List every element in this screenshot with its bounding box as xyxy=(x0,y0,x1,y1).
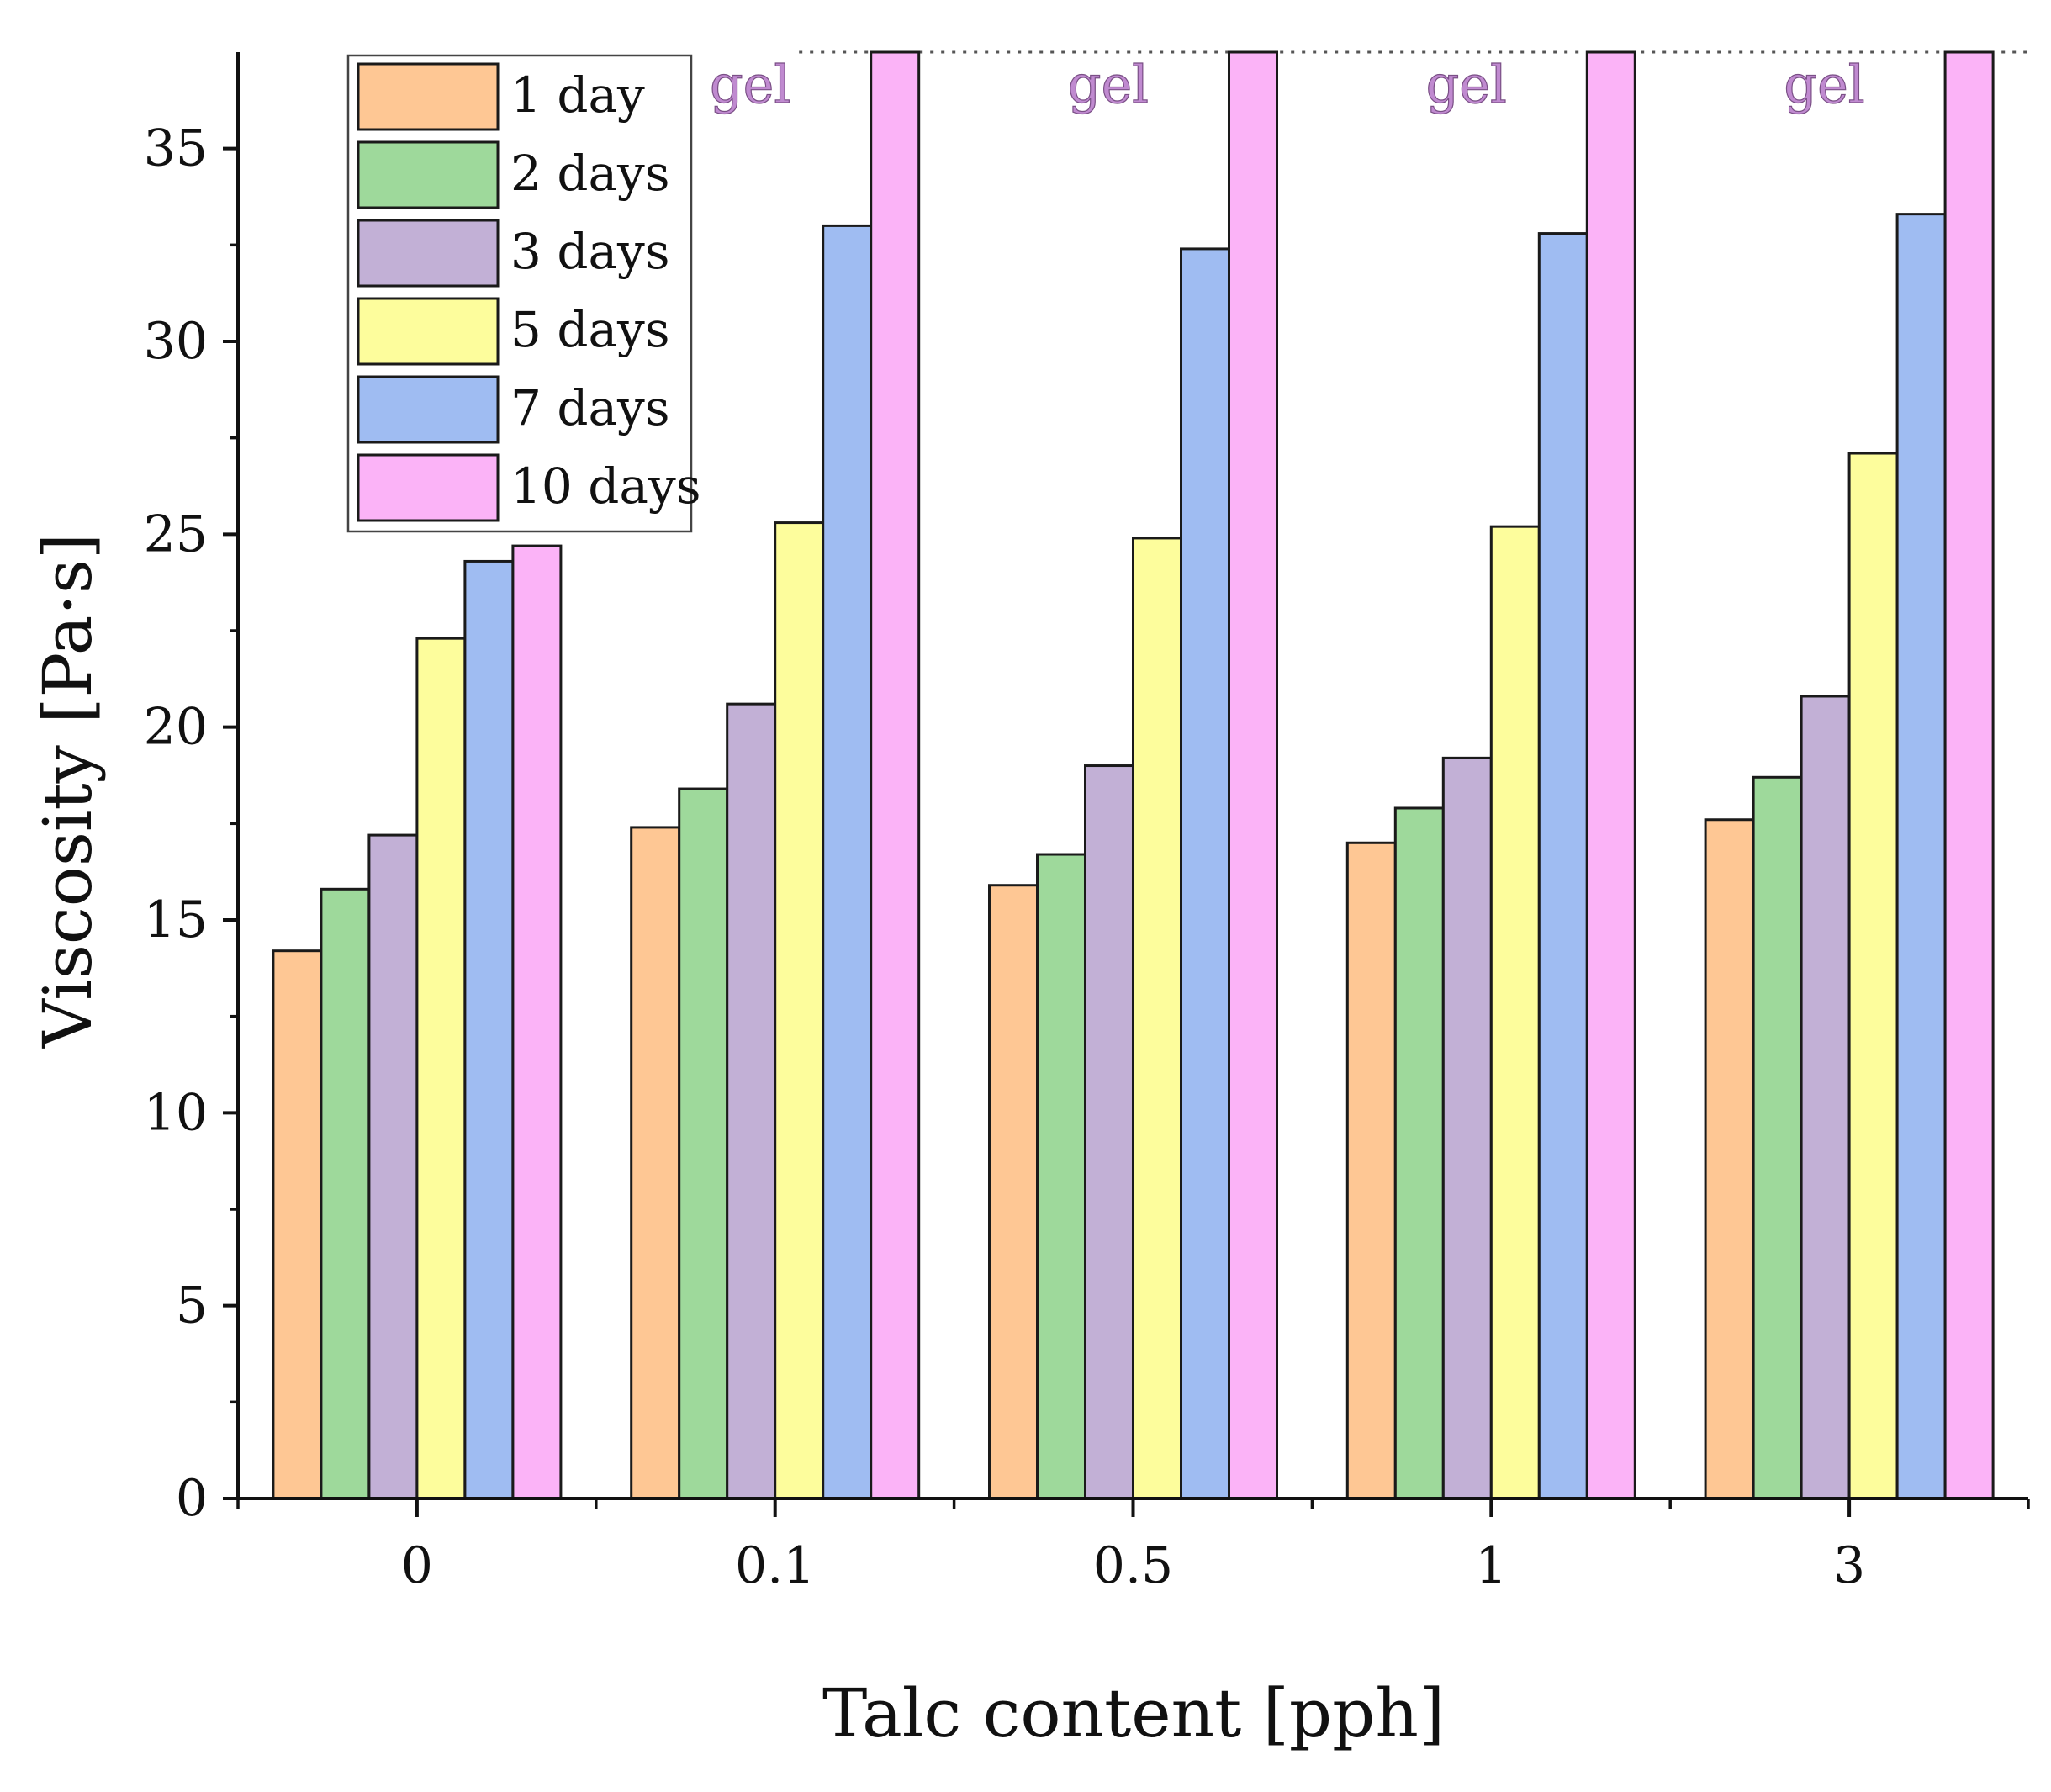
bar-0_1-5-days xyxy=(774,521,825,1500)
bar-1-1-day xyxy=(1345,841,1397,1500)
bar-0_5-2-days xyxy=(1036,853,1086,1500)
bar-3-10-days xyxy=(1943,50,1995,1500)
y-tick-label: 0 xyxy=(176,1469,208,1528)
legend-box xyxy=(346,54,693,533)
legend-swatch xyxy=(357,62,500,131)
bar-0_5-7-days xyxy=(1180,247,1230,1500)
bar-0-2-days xyxy=(320,887,371,1500)
legend-label: 3 days xyxy=(510,223,670,280)
bar-0_5-5-days xyxy=(1132,537,1182,1500)
bar-1-2-days xyxy=(1393,806,1445,1500)
bar-0_1-10-days xyxy=(870,50,921,1500)
y-tick-label: 30 xyxy=(144,312,208,371)
bar-3-5-days xyxy=(1847,452,1899,1500)
bar-0_1-7-days xyxy=(822,224,873,1500)
bar-3-2-days xyxy=(1752,775,1803,1500)
bar-0-7-days xyxy=(463,559,515,1500)
y-tick-label: 25 xyxy=(144,505,208,563)
bar-0_5-3-days xyxy=(1084,764,1134,1500)
gel-annotation: gel xyxy=(1068,54,1149,115)
bar-1-3-days xyxy=(1441,756,1493,1500)
legend-swatch xyxy=(357,453,500,522)
y-tick-label: 20 xyxy=(144,698,208,757)
y-tick-label: 10 xyxy=(144,1083,208,1142)
bar-3-1-day xyxy=(1704,818,1755,1500)
bar-0_5-1-day xyxy=(988,884,1039,1500)
bar-1-7-days xyxy=(1537,232,1588,1500)
bar-3-7-days xyxy=(1895,213,1947,1500)
bars-layer xyxy=(272,50,1995,1500)
axes-layer: 0 5 10 15 20 25 30 35 0 0.1 0.5 1 3 xyxy=(144,52,2030,1595)
bar-0_1-1-day xyxy=(630,826,681,1500)
bar-0-3-days xyxy=(367,833,419,1500)
x-axis-title: Talc content [pph] xyxy=(822,1674,1445,1752)
bar-0_1-3-days xyxy=(726,702,777,1500)
bar-0-5-days xyxy=(415,637,467,1500)
bar-1-10-days xyxy=(1585,50,1636,1500)
y-tick-label: 35 xyxy=(144,119,208,178)
x-tick-label: 0.5 xyxy=(1093,1536,1173,1595)
legend-label: 1 day xyxy=(510,66,645,124)
annotation-layer: gel gel gel gel xyxy=(709,53,1865,115)
legend-label: 7 days xyxy=(510,379,670,436)
legend-label: 5 days xyxy=(510,301,670,358)
legend-swatch xyxy=(357,375,500,444)
bar-1-5-days xyxy=(1489,525,1541,1500)
bar-0_1-2-days xyxy=(678,787,729,1500)
legend: 1 day 2 days 3 days 5 days 7 days 10 days xyxy=(346,54,700,533)
legend-swatch xyxy=(357,297,500,366)
x-tick-label: 0.1 xyxy=(735,1536,815,1595)
gel-annotation: gel xyxy=(1426,54,1507,115)
gel-annotation: gel xyxy=(710,54,790,115)
x-tick-label: 0 xyxy=(401,1536,433,1595)
bar-0_5-10-days xyxy=(1228,50,1278,1500)
y-tick-label: 5 xyxy=(176,1277,208,1335)
legend-swatch xyxy=(357,140,500,209)
gel-annotation: gel xyxy=(1784,54,1864,115)
y-tick-label: 15 xyxy=(144,891,208,949)
bar-3-3-days xyxy=(1800,695,1851,1500)
legend-label: 2 days xyxy=(510,145,670,202)
bar-0-1-day xyxy=(272,949,323,1500)
x-tick-label: 3 xyxy=(1833,1536,1865,1595)
legend-label: 10 days xyxy=(510,457,700,515)
legend-swatch xyxy=(357,219,500,288)
bar-0-10-days xyxy=(511,544,563,1500)
y-axis-title: Viscosity [Pa·s] xyxy=(29,533,107,1049)
x-tick-label: 1 xyxy=(1475,1536,1507,1595)
